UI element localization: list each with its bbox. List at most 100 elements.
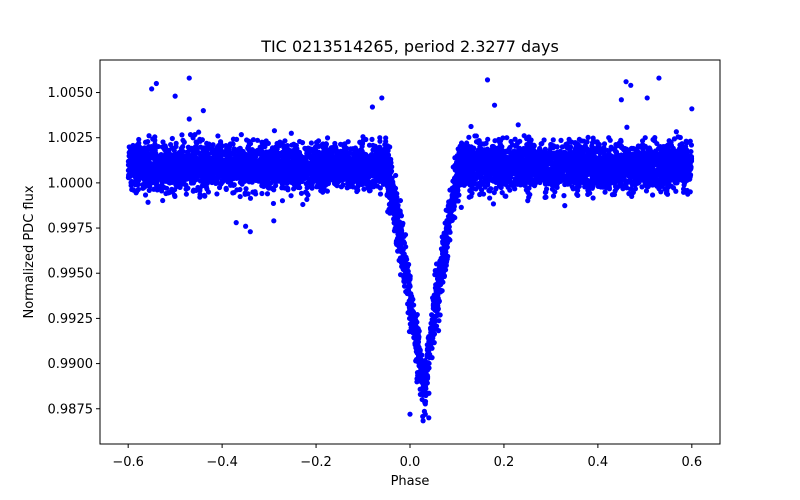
data-point xyxy=(254,137,261,143)
data-point xyxy=(477,191,483,198)
data-point xyxy=(558,137,564,143)
data-point xyxy=(435,328,442,334)
data-point xyxy=(226,157,232,163)
data-point xyxy=(253,171,259,177)
data-point xyxy=(223,185,229,191)
data-point xyxy=(366,142,373,148)
data-point xyxy=(173,140,179,146)
data-point xyxy=(550,137,556,143)
data-point xyxy=(429,355,435,361)
data-point xyxy=(230,190,236,196)
data-point xyxy=(562,203,568,209)
data-point xyxy=(594,139,600,145)
data-point xyxy=(146,133,152,139)
data-point xyxy=(209,179,215,186)
data-point xyxy=(526,185,532,191)
data-point xyxy=(559,144,565,150)
data-point xyxy=(614,178,620,184)
data-point xyxy=(305,192,311,198)
data-point xyxy=(128,182,134,189)
data-point xyxy=(480,191,487,197)
data-point xyxy=(604,147,611,154)
data-point xyxy=(606,135,612,141)
data-point xyxy=(192,132,198,138)
data-point xyxy=(521,133,527,139)
data-point xyxy=(642,135,648,141)
data-point xyxy=(620,186,626,192)
data-point xyxy=(446,224,452,230)
data-point xyxy=(193,187,199,194)
data-point xyxy=(483,140,489,146)
data-point xyxy=(420,413,426,420)
data-point xyxy=(350,146,356,152)
data-point xyxy=(446,236,452,242)
data-point xyxy=(627,186,634,192)
data-point xyxy=(377,191,384,197)
data-point xyxy=(214,191,220,197)
data-point xyxy=(234,187,240,193)
data-point xyxy=(263,138,269,144)
data-point xyxy=(160,197,166,204)
data-point xyxy=(512,136,518,142)
data-point xyxy=(515,122,521,128)
data-point xyxy=(671,136,678,142)
data-point xyxy=(245,145,251,151)
data-point xyxy=(245,191,251,197)
data-point xyxy=(442,220,448,226)
data-point xyxy=(688,148,694,155)
data-point xyxy=(183,191,189,197)
data-point xyxy=(589,143,595,149)
data-point xyxy=(658,189,664,195)
data-point xyxy=(585,134,591,141)
data-point xyxy=(288,130,294,136)
data-point xyxy=(197,136,203,142)
data-point xyxy=(308,140,314,146)
data-point xyxy=(179,132,185,138)
data-point xyxy=(455,146,461,152)
data-point xyxy=(499,190,505,196)
data-point xyxy=(561,193,567,199)
data-point xyxy=(639,184,645,190)
data-point xyxy=(324,135,331,141)
data-point xyxy=(145,199,151,205)
data-point xyxy=(264,191,271,197)
data-point xyxy=(259,190,265,197)
data-point xyxy=(570,186,576,192)
data-point xyxy=(271,128,278,134)
data-point xyxy=(300,201,306,208)
data-point xyxy=(247,195,254,201)
data-point xyxy=(420,418,426,424)
data-point xyxy=(298,190,305,196)
data-point xyxy=(401,283,408,289)
data-point xyxy=(649,192,656,198)
data-point xyxy=(197,187,203,194)
data-point xyxy=(468,123,474,130)
data-point xyxy=(397,197,404,204)
data-point xyxy=(436,318,442,324)
data-point xyxy=(428,326,434,332)
data-point xyxy=(314,140,320,146)
data-point xyxy=(643,188,650,194)
data-point xyxy=(274,140,280,147)
data-point xyxy=(383,135,389,141)
data-point xyxy=(288,193,294,199)
data-point xyxy=(629,193,635,199)
data-point xyxy=(210,142,216,148)
data-point xyxy=(187,132,194,138)
data-point xyxy=(237,193,243,200)
data-point xyxy=(485,136,491,142)
data-point xyxy=(355,187,361,193)
data-point xyxy=(169,135,175,142)
data-point xyxy=(142,192,149,198)
data-point xyxy=(466,134,472,140)
data-point xyxy=(204,186,210,192)
data-point xyxy=(587,190,593,196)
data-point xyxy=(172,193,178,200)
data-point xyxy=(191,178,197,184)
data-point xyxy=(597,150,603,156)
data-point xyxy=(490,201,497,207)
data-point xyxy=(487,195,493,201)
data-point xyxy=(377,144,383,150)
data-point xyxy=(505,184,511,190)
